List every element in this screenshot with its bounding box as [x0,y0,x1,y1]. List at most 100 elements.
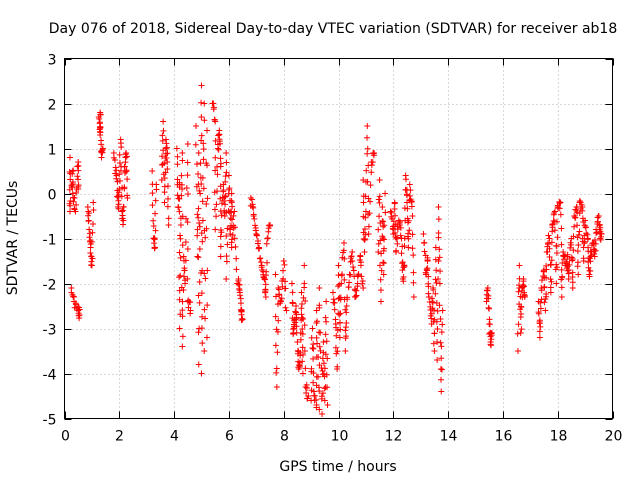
data-point [282,285,289,292]
data-point [75,176,82,183]
data-point [543,291,550,298]
data-point [518,304,525,311]
data-point [164,159,171,165]
data-point [515,321,522,328]
data-point [380,260,387,267]
data-point [376,199,383,206]
data-point [152,197,159,204]
data-point [354,283,361,290]
data-point [174,176,181,183]
data-point [391,205,398,212]
data-point [264,235,271,242]
data-point [221,194,228,201]
data-point [358,273,365,280]
data-point [278,295,285,302]
data-point [346,279,353,286]
data-point [117,167,124,174]
data-point [587,258,594,265]
data-point [334,348,341,355]
data-point [379,204,386,210]
data-point [592,247,599,254]
data-point [301,262,308,269]
data-point [336,311,343,318]
data-point [250,204,257,211]
data-point [265,222,272,229]
data-point [299,344,306,351]
data-point [163,144,170,151]
data-point [520,278,527,285]
data-point [176,325,183,332]
data-point [222,201,229,208]
data-point [177,272,184,279]
data-point [199,174,206,181]
data-point [254,240,261,247]
data-point [380,259,387,266]
data-point [571,223,578,230]
data-point [214,163,221,170]
data-point [319,390,326,397]
data-point [195,205,202,212]
data-point [434,357,441,363]
data-point [229,231,236,238]
data-point [301,322,308,329]
data-point [438,366,445,373]
data-point [196,223,203,230]
data-point [409,231,416,238]
data-point [395,217,402,224]
data-point [212,154,219,161]
data-point [487,341,494,348]
data-point [364,134,371,141]
data-point [197,190,204,197]
data-point [391,229,398,236]
data-point [70,198,77,205]
data-point [196,219,203,226]
data-point [438,388,445,395]
data-point [204,195,211,202]
data-point [544,248,551,255]
data-point [99,147,106,154]
data-point [363,167,370,174]
data-point [213,213,220,220]
data-point [323,371,330,378]
data-point [231,224,238,231]
data-point [580,255,587,262]
data-point [183,215,190,222]
data-point [439,321,446,328]
data-point [159,137,166,144]
data-point [314,340,321,347]
data-point [238,317,245,324]
data-point [377,287,384,294]
data-point [375,226,382,233]
data-point [150,222,157,229]
data-point [570,233,577,240]
data-point [430,307,437,314]
data-point [273,384,280,390]
data-point [516,285,523,291]
data-point [429,295,436,302]
data-point [123,167,130,174]
data-point [316,343,323,350]
data-point [187,310,194,317]
data-point [122,154,129,161]
data-point [75,167,82,174]
data-point [118,193,125,200]
data-point [184,275,191,282]
data-point [335,262,342,269]
data-point [97,129,104,136]
data-point [75,183,82,190]
data-point [360,199,367,206]
data-point [319,411,326,417]
data-point [335,283,342,290]
data-point [289,289,296,296]
data-point [272,342,279,349]
data-point [547,284,554,291]
data-point [437,316,444,323]
data-point [86,226,93,233]
data-point [179,242,186,249]
data-point [184,219,191,226]
data-point [200,185,207,192]
data-point [195,292,202,299]
data-point [272,313,279,320]
data-point [350,267,357,274]
data-point [361,225,368,232]
